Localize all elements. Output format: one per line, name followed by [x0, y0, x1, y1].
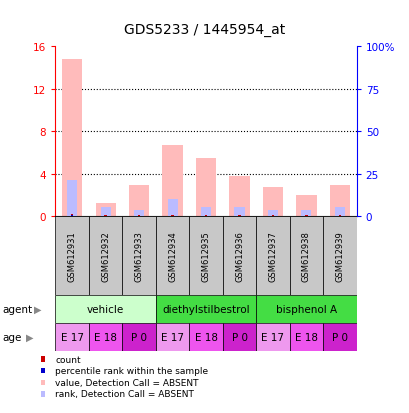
- Bar: [129, 186, 149, 216]
- Bar: [55, 323, 89, 351]
- Bar: [89, 216, 122, 295]
- Bar: [62, 60, 82, 216]
- Bar: [334, 208, 344, 216]
- Bar: [67, 181, 77, 216]
- Bar: [256, 216, 289, 295]
- Text: E 18: E 18: [94, 332, 117, 342]
- Bar: [71, 215, 73, 216]
- Text: P 0: P 0: [131, 332, 147, 342]
- Text: agent: agent: [2, 304, 32, 314]
- Text: E 17: E 17: [261, 332, 284, 342]
- Text: ▶: ▶: [34, 304, 41, 314]
- Text: percentile rank within the sample: percentile rank within the sample: [55, 366, 208, 375]
- Text: GSM612935: GSM612935: [201, 230, 210, 281]
- Text: rank, Detection Call = ABSENT: rank, Detection Call = ABSENT: [55, 389, 194, 399]
- Bar: [256, 323, 289, 351]
- Bar: [196, 158, 216, 216]
- Text: GDS5233 / 1445954_at: GDS5233 / 1445954_at: [124, 23, 285, 37]
- Bar: [301, 211, 311, 216]
- Bar: [122, 323, 155, 351]
- Text: GSM612936: GSM612936: [234, 230, 243, 281]
- Bar: [55, 295, 155, 323]
- Bar: [155, 323, 189, 351]
- Text: P 0: P 0: [331, 332, 347, 342]
- Bar: [262, 188, 282, 216]
- Text: diethylstilbestrol: diethylstilbestrol: [162, 304, 249, 314]
- Text: GSM612933: GSM612933: [134, 230, 143, 281]
- Text: P 0: P 0: [231, 332, 247, 342]
- Text: E 18: E 18: [294, 332, 317, 342]
- Text: E 18: E 18: [194, 332, 217, 342]
- Text: ▶: ▶: [26, 332, 33, 342]
- Text: vehicle: vehicle: [87, 304, 124, 314]
- Text: value, Detection Call = ABSENT: value, Detection Call = ABSENT: [55, 378, 198, 387]
- Bar: [55, 216, 89, 295]
- Text: age: age: [2, 332, 21, 342]
- Bar: [155, 295, 256, 323]
- Bar: [229, 176, 249, 216]
- Text: E 17: E 17: [161, 332, 184, 342]
- Bar: [162, 145, 182, 216]
- Bar: [296, 195, 316, 216]
- Text: GSM612937: GSM612937: [268, 230, 277, 281]
- Bar: [155, 216, 189, 295]
- Text: GSM612934: GSM612934: [168, 230, 177, 281]
- Bar: [200, 208, 211, 216]
- Text: GSM612938: GSM612938: [301, 230, 310, 281]
- Bar: [95, 204, 115, 216]
- Text: count: count: [55, 355, 81, 364]
- Bar: [234, 208, 244, 216]
- Text: GSM612939: GSM612939: [335, 230, 344, 281]
- Bar: [329, 186, 349, 216]
- Bar: [322, 216, 356, 295]
- Text: E 17: E 17: [61, 332, 83, 342]
- Text: GSM612932: GSM612932: [101, 230, 110, 281]
- Bar: [189, 216, 222, 295]
- Bar: [322, 323, 356, 351]
- Text: bisphenol A: bisphenol A: [275, 304, 336, 314]
- Bar: [267, 211, 277, 216]
- Bar: [89, 323, 122, 351]
- Bar: [289, 216, 322, 295]
- Bar: [100, 208, 110, 216]
- Bar: [222, 323, 256, 351]
- Bar: [134, 211, 144, 216]
- Bar: [189, 323, 222, 351]
- Bar: [167, 199, 177, 216]
- Bar: [256, 295, 356, 323]
- Text: GSM612931: GSM612931: [67, 230, 76, 281]
- Bar: [222, 216, 256, 295]
- Bar: [122, 216, 155, 295]
- Bar: [289, 323, 322, 351]
